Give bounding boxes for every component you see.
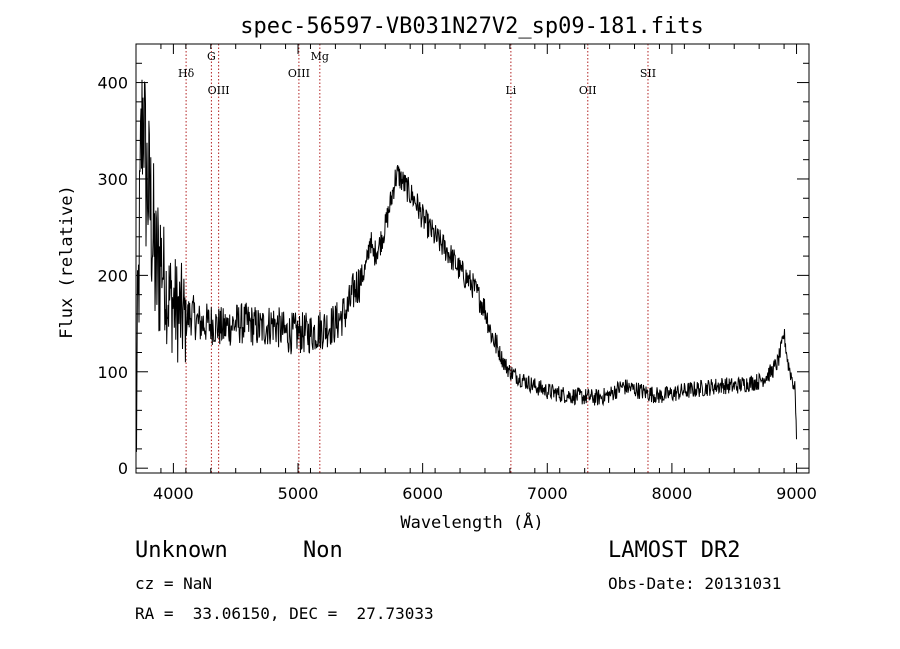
axis-ticks: 4000 5000 6000 7000 8000 9000 0 100 200 300 400 — [97, 44, 816, 503]
x-tick-label: 9000 — [776, 484, 817, 503]
spectral-line-label: SII — [640, 67, 656, 80]
y-tick-label: 100 — [97, 363, 128, 382]
x-tick-label: 7000 — [527, 484, 568, 503]
object-class: Unknown — [135, 538, 228, 563]
spectral-line-label: Hδ — [178, 67, 195, 80]
spectral-line-label: Mg — [311, 50, 329, 63]
plot-frame — [136, 44, 809, 473]
y-tick-label: 200 — [97, 266, 128, 285]
object-subclass: Non — [303, 538, 343, 563]
x-tick-label: 6000 — [402, 484, 443, 503]
x-axis-label: Wavelength (Å) — [400, 511, 543, 533]
spectral-line-label: Li — [505, 84, 516, 97]
x-tick-label: 4000 — [153, 484, 194, 503]
spectrum-line — [136, 80, 797, 452]
spectral-line-label: G — [207, 50, 216, 63]
spectral-line-label: OIII — [208, 84, 230, 97]
observation-date: Obs-Date: 20131031 — [608, 574, 781, 593]
y-axis-label: Flux (relative) — [57, 185, 77, 339]
x-tick-label: 5000 — [278, 484, 319, 503]
x-tick-label: 8000 — [652, 484, 693, 503]
spectral-line-label: OII — [579, 84, 597, 97]
survey-name: LAMOST DR2 — [608, 538, 740, 563]
y-tick-label: 0 — [118, 459, 128, 478]
spectral-line-label: OIII — [288, 67, 310, 80]
y-tick-label: 400 — [97, 74, 128, 93]
redshift-cz: cz = NaN — [135, 574, 212, 593]
chart-title: spec-56597-VB031N27V2_sp09-181.fits — [240, 14, 704, 39]
coordinates: RA = 33.06150, DEC = 27.73033 — [135, 604, 434, 623]
y-tick-label: 300 — [97, 170, 128, 189]
